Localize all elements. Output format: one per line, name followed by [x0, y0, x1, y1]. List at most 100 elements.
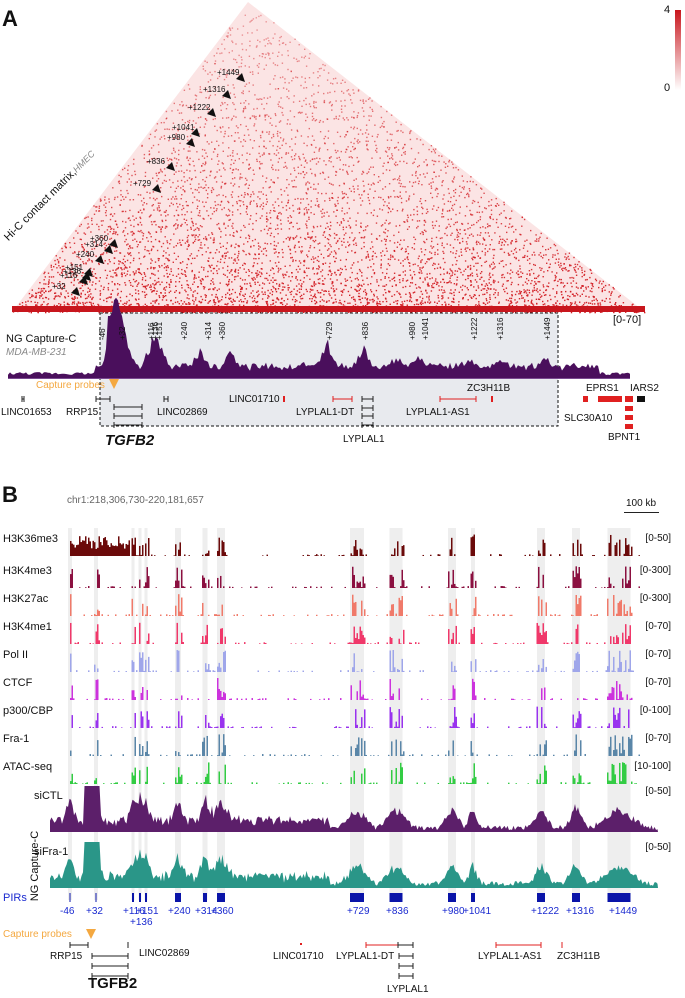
signal-bar: [463, 782, 465, 784]
signal-bar: [608, 746, 610, 756]
signal-bar: [614, 642, 616, 644]
signal-bar: [262, 698, 264, 700]
pir-label-a: +1222: [470, 317, 479, 340]
signal-bar: [218, 662, 220, 672]
signal-bar: [95, 631, 97, 644]
hic-triangle: [12, 2, 645, 312]
signal-bar: [329, 642, 331, 644]
signal-bar: [505, 643, 507, 644]
signal-bar: [452, 685, 454, 700]
signal-bar: [221, 713, 223, 728]
signal-bar: [440, 614, 442, 616]
signal-bar: [532, 670, 534, 672]
signal-bar: [583, 782, 585, 784]
pir-box: [389, 893, 403, 902]
signal-bar: [178, 594, 180, 616]
panel-a-figure: [8, 2, 681, 429]
track-range: [0-70]: [645, 733, 671, 744]
signal-bar: [352, 667, 354, 672]
signal-bar: [211, 586, 213, 588]
signal-bar: [169, 615, 171, 616]
signal-bar: [470, 661, 472, 672]
signal-bar: [121, 727, 123, 728]
signal-bar: [364, 709, 366, 728]
capture-track-label: siFra-1: [34, 846, 69, 858]
signal-bar: [175, 777, 177, 784]
signal-bar: [88, 537, 90, 556]
signal-bar: [616, 542, 618, 556]
signal-bar: [215, 726, 217, 728]
signal-bar: [613, 764, 615, 784]
signal-bar: [257, 699, 259, 700]
signal-bar: [541, 707, 543, 728]
signal-bar: [554, 671, 556, 672]
signal-bar: [305, 782, 307, 784]
signal-bar: [370, 755, 372, 756]
signal-bar: [617, 602, 619, 616]
signal-bar: [307, 614, 309, 616]
signal-bar: [563, 671, 565, 672]
signal-bar: [197, 670, 199, 672]
signal-bar: [200, 782, 202, 784]
signal-bar: [122, 543, 124, 556]
signal-bar: [563, 754, 565, 756]
signal-bar: [140, 692, 142, 700]
signal-bar: [575, 722, 577, 728]
contact-arrowhead-icon: [109, 239, 118, 248]
signal-bar: [451, 584, 453, 588]
signal-bar: [373, 671, 375, 672]
signal-bar: [454, 778, 456, 784]
signal-bar: [290, 783, 292, 784]
signal-bar: [470, 537, 472, 556]
signal-bar: [586, 671, 588, 672]
signal-bar: [134, 626, 136, 644]
signal-bar: [218, 771, 220, 784]
pir-label-b: +360: [211, 906, 234, 917]
signal-bar: [209, 726, 211, 728]
signal-bar: [292, 726, 294, 728]
signal-bar: [70, 540, 72, 556]
signal-bar: [590, 614, 592, 616]
signal-bar: [311, 783, 313, 784]
signal-bar: [400, 762, 402, 784]
pir-label-a: +729: [325, 321, 334, 340]
signal-bar: [500, 586, 502, 588]
signal-bar: [208, 614, 210, 616]
signal-bar: [365, 754, 367, 756]
signal-bar: [574, 727, 576, 728]
signal-bar: [338, 726, 340, 728]
signal-track-2: [70, 594, 633, 616]
signal-bar: [353, 770, 355, 784]
signal-bar: [97, 569, 99, 588]
signal-bar: [80, 542, 82, 556]
signal-bar: [586, 699, 588, 700]
signal-bar: [401, 596, 403, 616]
signal-bar: [394, 667, 396, 672]
signal-bar: [400, 643, 402, 644]
signal-bar: [394, 726, 396, 728]
signal-bar: [595, 587, 597, 588]
signal-bar: [560, 782, 562, 784]
signal-bar: [359, 581, 361, 588]
signal-bar: [431, 754, 433, 756]
capture-track-cell: MDA-MB-231: [6, 347, 67, 358]
signal-bar: [452, 776, 454, 784]
signal-bar: [260, 726, 262, 728]
signal-bar: [520, 726, 522, 728]
signal-bar: [214, 614, 216, 616]
signal-bar: [116, 546, 118, 556]
signal-bar: [116, 782, 118, 784]
arrowhead-label: +836: [147, 157, 166, 166]
signal-bar: [617, 698, 619, 700]
signal-bar: [196, 754, 198, 756]
contact-arrowhead-icon: [207, 108, 216, 117]
signal-bar: [304, 754, 306, 756]
signal-bar: [578, 598, 580, 616]
gene-b-lyplal1-dt: LYPLAL1-DT: [336, 951, 395, 962]
signal-bar: [119, 587, 121, 588]
gene-model-bpnt1: [625, 406, 633, 411]
signal-bar: [143, 586, 145, 588]
signal-bar: [70, 574, 72, 588]
signal-bar: [101, 642, 103, 644]
pir-label-a: +240: [180, 321, 189, 340]
